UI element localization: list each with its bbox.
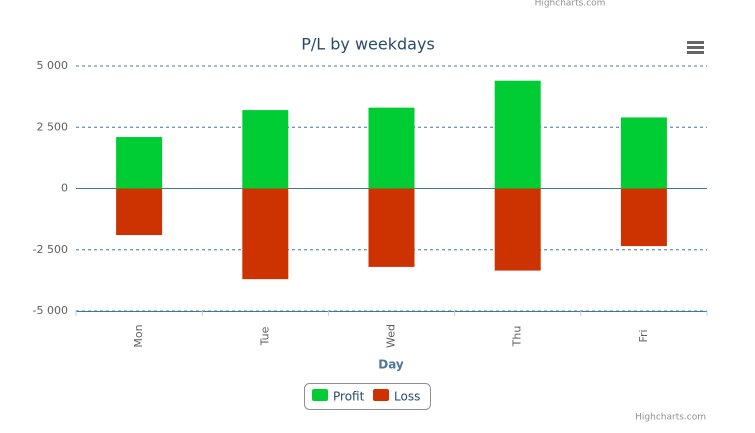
bar xyxy=(494,188,541,271)
chart-title: P/L by weekdays xyxy=(301,35,435,54)
x-tick-label: Tue xyxy=(258,326,271,346)
x-tick-label: Mon xyxy=(132,324,145,347)
y-tick-label: 0 xyxy=(61,182,68,195)
legend-swatch xyxy=(312,389,328,401)
bar xyxy=(116,188,163,236)
bar xyxy=(116,137,163,189)
x-tick-label: Thu xyxy=(511,326,524,348)
y-tick-label: 2 500 xyxy=(37,120,69,133)
bar xyxy=(242,110,289,189)
legend-box xyxy=(304,383,431,410)
bar xyxy=(620,117,667,189)
y-tick-label: 5 000 xyxy=(37,59,69,72)
legend-label: Loss xyxy=(394,390,420,404)
x-tick-label: Wed xyxy=(385,324,398,348)
bar xyxy=(368,188,415,267)
menu-button[interactable] xyxy=(686,40,706,55)
bar xyxy=(494,80,541,189)
menu-line xyxy=(687,51,704,54)
credit-top: Highcharts.com xyxy=(535,0,606,9)
bar xyxy=(242,188,289,280)
credit: Highcharts.com xyxy=(635,413,706,423)
x-axis-title: Day xyxy=(378,358,404,372)
y-tick-label: -2 500 xyxy=(33,243,68,256)
bar xyxy=(368,107,415,189)
bar xyxy=(620,188,667,247)
x-tick-label: Fri xyxy=(637,329,650,342)
y-tick-label: -5 000 xyxy=(33,304,68,317)
legend-swatch xyxy=(373,389,389,401)
legend-label: Profit xyxy=(333,390,365,404)
menu-line xyxy=(687,46,704,49)
menu-line xyxy=(687,41,704,44)
